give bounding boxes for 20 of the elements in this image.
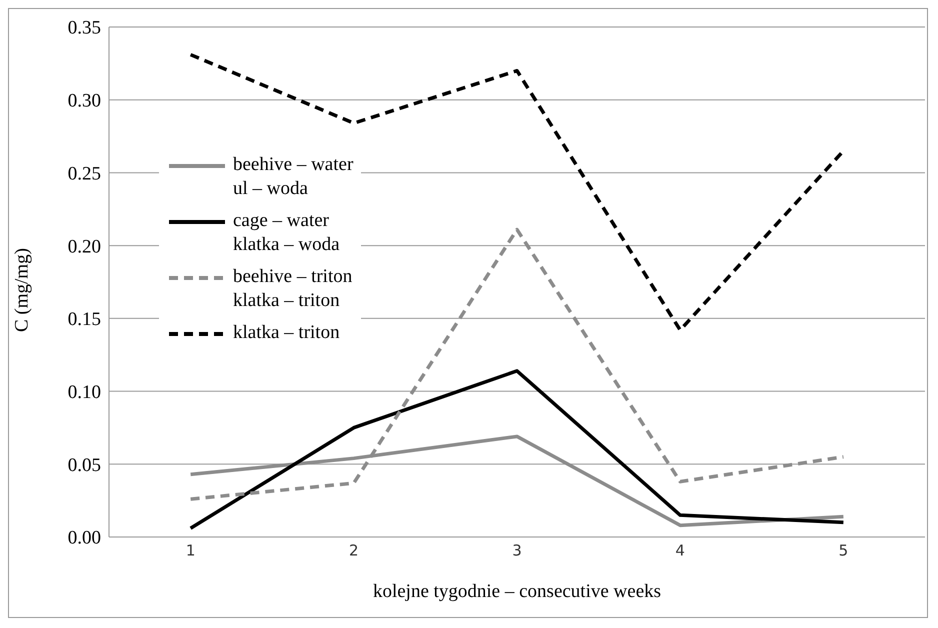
x-tick-label: 5	[838, 542, 848, 560]
y-tick-label: 0.15	[68, 309, 101, 330]
y-tick-label: 0.30	[68, 90, 101, 112]
x-tick-label: 1	[186, 542, 196, 560]
y-axis-title: C (mg/mg)	[12, 248, 33, 332]
y-tick-label: 0.35	[68, 18, 101, 39]
legend-label: klatka – triton	[233, 321, 340, 345]
y-tick-label: 0.25	[68, 163, 101, 184]
x-axis-title: kolejne tygodnie – consecutive weeks	[372, 581, 662, 602]
x-tick-label: 3	[512, 542, 522, 560]
y-tick-label: 0.00	[68, 528, 101, 549]
x-tick-label: 2	[349, 542, 359, 560]
y-tick-label: 0.05	[68, 454, 101, 476]
legend-label: cage – water klatka – woda	[233, 209, 340, 257]
legend-label: beehive – water ul – woda	[233, 153, 354, 201]
line-series	[188, 369, 846, 530]
y-tick-label: 0.20	[68, 236, 101, 258]
legend-label: beehive – triton klatka – triton	[233, 265, 352, 313]
x-tick-label: 4	[675, 542, 685, 560]
y-tick-label: 0.10	[68, 382, 101, 404]
